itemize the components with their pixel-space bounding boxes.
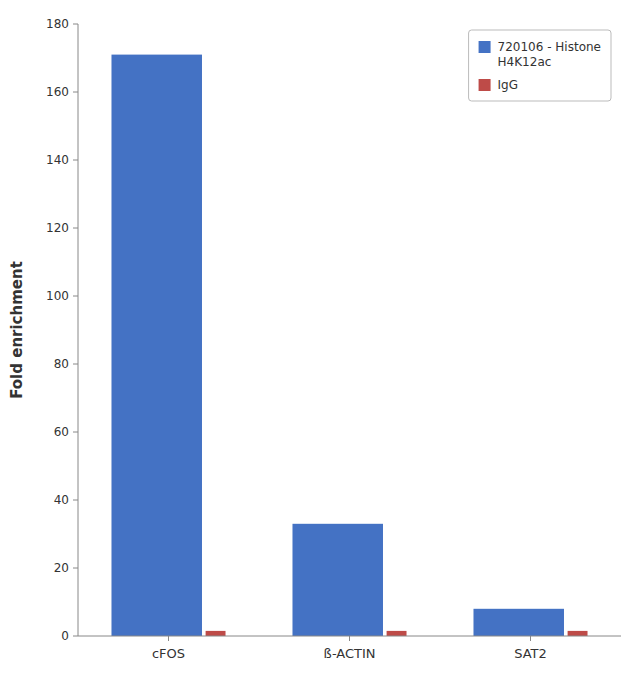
legend: 720106 - HistoneH4K12ac IgG [469, 30, 611, 101]
y-axis-label: Fold enrichment [8, 261, 26, 399]
bar [292, 524, 383, 636]
legend-swatch [479, 79, 491, 91]
bar [206, 631, 226, 636]
bar [568, 631, 588, 636]
x-tick [349, 636, 350, 641]
y-axis-line [78, 24, 79, 636]
y-tick-label: 20 [54, 561, 69, 575]
chart-container: 0 20 40 60 80 100 120 140 160 180 cFOS ß-ACTIN SAT2 F… [0, 0, 641, 688]
x-tick [168, 636, 169, 641]
chart: 0 20 40 60 80 100 120 140 160 180 cFOS ß-ACTIN SAT2 F… [0, 0, 641, 688]
y-tick [73, 160, 78, 161]
legend-swatch [479, 41, 491, 53]
y-tick-label: 160 [46, 85, 69, 99]
x-tick-label: SAT2 [514, 646, 547, 661]
x-tick-label: ß-ACTIN [323, 646, 375, 661]
y-tick [73, 92, 78, 93]
y-tick [73, 500, 78, 501]
x-tick-label: cFOS [152, 646, 185, 661]
x-tick [530, 636, 531, 641]
y-tick [73, 364, 78, 365]
y-tick-label: 120 [46, 221, 69, 235]
bars [111, 55, 587, 636]
y-tick [73, 228, 78, 229]
bar [387, 631, 407, 636]
legend-box [469, 30, 611, 101]
bar [111, 55, 202, 636]
y-tick-label: 80 [54, 357, 69, 371]
y-tick [73, 432, 78, 433]
y-tick [73, 296, 78, 297]
y-tick-label: 60 [54, 425, 69, 439]
y-tick-label: 0 [61, 629, 69, 643]
legend-label: IgG [498, 78, 518, 92]
y-tick-label: 40 [54, 493, 69, 507]
y-tick [73, 636, 78, 637]
y-tick-label: 180 [46, 17, 69, 31]
y-tick [73, 568, 78, 569]
y-tick-label: 140 [46, 153, 69, 167]
legend-label: 720106 - HistoneH4K12ac [498, 40, 601, 69]
y-tick [73, 24, 78, 25]
bar [473, 609, 564, 636]
y-tick-label: 100 [46, 289, 69, 303]
